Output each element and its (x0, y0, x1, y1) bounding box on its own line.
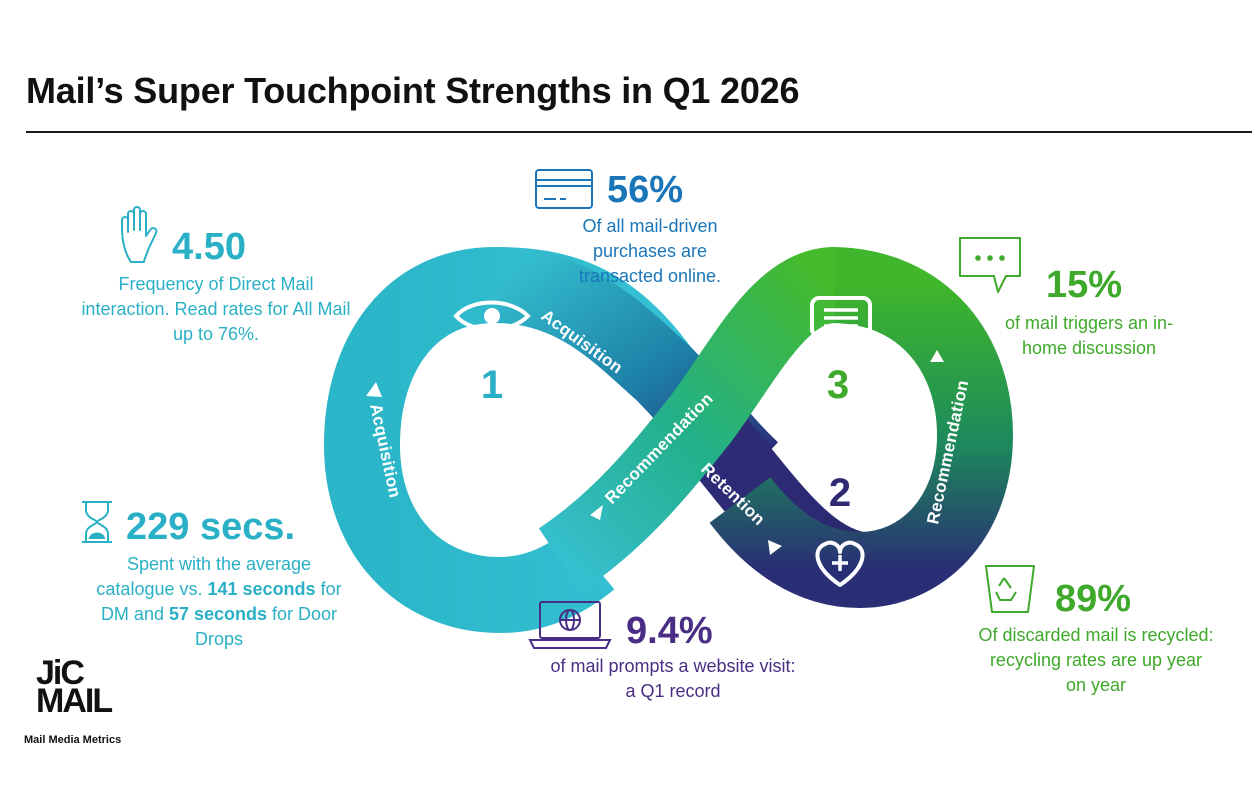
frequency-value: 4.50 (172, 226, 246, 268)
recycled-description: Of discarded mail is recycled: recycling… (978, 625, 1214, 695)
online-description: Of all mail-driven purchases are transac… (578, 216, 722, 286)
arrow-acquisition-left (366, 382, 382, 397)
laptop-globe-icon (528, 601, 612, 649)
arrow-recommendation-center (590, 505, 603, 520)
jicmail-logo: JiC MAIL (36, 654, 113, 720)
website-description: of mail prompts a website visit: a Q1 re… (550, 656, 796, 701)
recommendation-band (538, 247, 839, 592)
logo-line-2: MAIL (36, 681, 113, 720)
discussion-value: 15% (1046, 264, 1123, 306)
logo-tagline: Mail Media Metrics (24, 734, 122, 746)
step-number-1: 1 (481, 363, 503, 407)
eye-icon (453, 300, 531, 332)
time-value: 229 secs. (126, 506, 296, 548)
hourglass-icon (82, 501, 112, 543)
arrow-retention (768, 540, 782, 555)
page-title: Mail’s Super Touchpoint Strengths in Q1 … (26, 70, 800, 111)
speech-bubble-icon (959, 237, 1021, 293)
logo-line-1: JiC (36, 654, 85, 692)
frequency-description: Frequency of Direct Mail interaction. Re… (81, 274, 351, 344)
time-description: Spent with the average catalogue vs. 141… (96, 554, 342, 649)
heart-plus-icon (815, 540, 865, 587)
recycled-value: 89% (1055, 578, 1132, 620)
step-number-2: 2 (829, 471, 851, 515)
message-icon (810, 296, 872, 350)
arrow-acquisition-top (620, 390, 634, 408)
hand-icon (121, 206, 158, 263)
discussion-description: of mail triggers an in-home discussion (1004, 313, 1174, 358)
credit-card-icon (535, 169, 593, 209)
website-value: 9.4% (626, 610, 713, 652)
recycle-icon (985, 565, 1035, 613)
title-divider (26, 131, 1252, 133)
arrow-recommendation-right (930, 350, 944, 362)
step-number-3: 3 (827, 363, 849, 407)
online-value: 56% (607, 169, 684, 211)
